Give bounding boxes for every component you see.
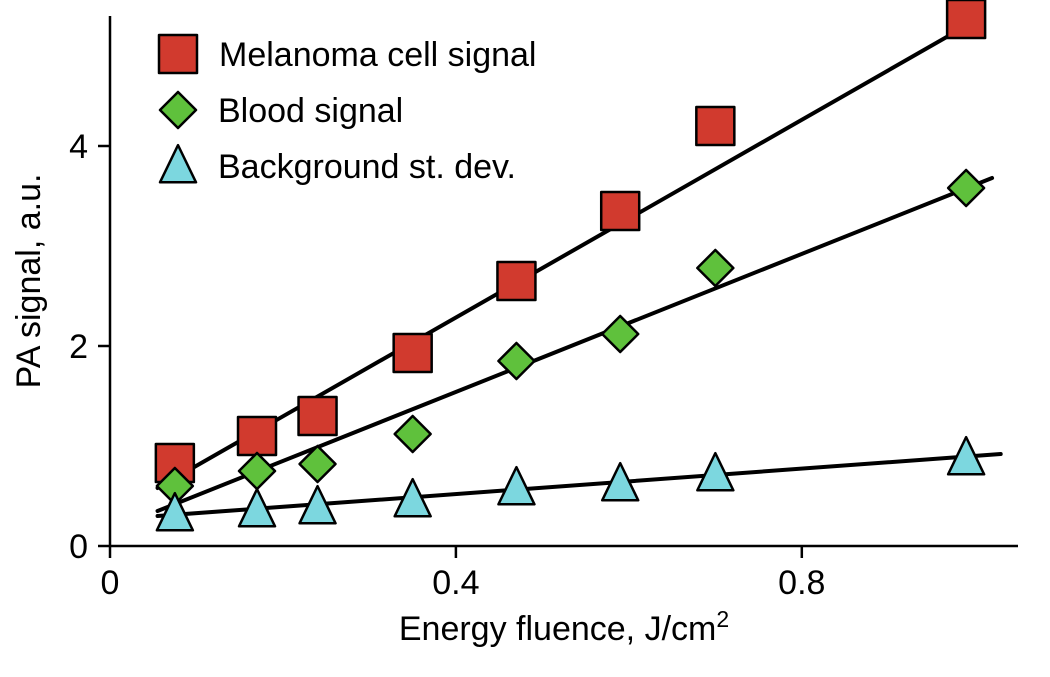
bg-marker: [697, 453, 733, 490]
legend-marker-bg: [160, 145, 196, 182]
x-axis-label: Energy fluence, J/cm2: [399, 606, 729, 648]
x-tick-label: 0.8: [778, 564, 825, 602]
bg-fit-line: [158, 454, 1001, 516]
x-tick-label: 0.4: [432, 564, 479, 602]
legend-marker-blood: [160, 92, 196, 128]
blood-fit-line: [158, 178, 992, 511]
bg-marker: [498, 467, 534, 504]
y-tick-label: 4: [69, 128, 88, 166]
y-tick-label: 0: [69, 528, 88, 566]
x-tick-label: 0: [101, 564, 120, 602]
melanoma-marker: [696, 107, 734, 145]
melanoma-fit-line: [158, 16, 984, 488]
blood-marker: [395, 416, 431, 452]
legend-label-blood: Blood signal: [218, 92, 403, 130]
melanoma-marker: [299, 397, 337, 435]
y-tick-label: 2: [69, 328, 88, 366]
blood-marker: [697, 250, 733, 286]
legend-label-melanoma: Melanoma cell signal: [219, 36, 537, 74]
melanoma-marker: [947, 0, 985, 38]
melanoma-marker: [394, 334, 432, 372]
blood-marker: [948, 170, 984, 206]
legend-marker-melanoma: [159, 35, 197, 73]
blood-marker: [239, 453, 275, 489]
legend-label-bg: Background st. dev.: [218, 148, 516, 186]
melanoma-marker: [601, 192, 639, 230]
melanoma-marker: [497, 262, 535, 300]
legend: Melanoma cell signal Blood signal Backgrou…: [159, 35, 537, 186]
y-axis-label: PA signal, a.u.: [10, 174, 48, 389]
melanoma-marker: [238, 417, 276, 455]
chart-root: 0 0.4 0.8 0 2 4 Energy fluence, J/cm2 PA signa…: [0, 0, 1050, 677]
pa-signal-chart: 0 0.4 0.8 0 2 4 Energy fluence, J/cm2 PA signa…: [0, 0, 1050, 677]
data-markers: [156, 0, 985, 530]
